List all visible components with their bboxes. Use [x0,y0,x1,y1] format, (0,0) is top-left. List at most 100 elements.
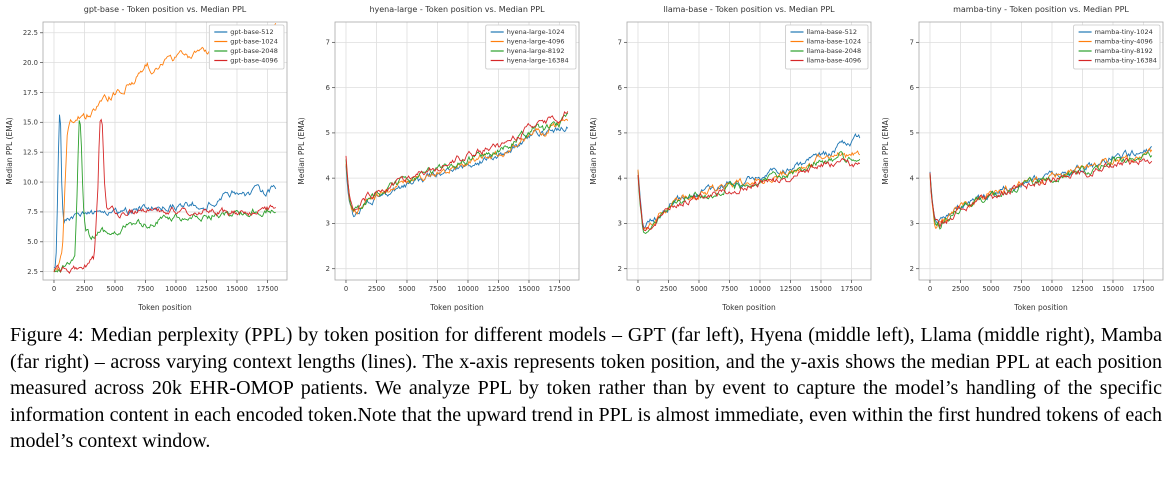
svg-text:5: 5 [618,129,622,137]
svg-text:0: 0 [636,285,640,293]
tick-labels: 0 2500 5000 7500 10000 12500 15000 17500 2.5 5.0 7… [23,29,278,293]
chart-llama-base: 0 2500 5000 7500 10000 12500 15000 17500 2 3 4 5 6 7 l… [587,2,879,314]
legend-label-hyena-large-8192: hyena-large-8192 [507,47,565,55]
svg-text:5: 5 [910,129,914,137]
svg-text:7.5: 7.5 [27,208,38,216]
svg-text:15000: 15000 [518,285,540,293]
svg-text:7: 7 [618,39,622,47]
legend-label-mamba-tiny-8192: mamba-tiny-8192 [1095,47,1153,55]
svg-text:6: 6 [910,84,914,92]
svg-text:10000: 10000 [165,285,187,293]
series-group [929,146,1153,230]
series-line-gpt-base-512 [53,114,277,269]
svg-text:5.0: 5.0 [27,238,38,246]
legend-label-hyena-large-4096: hyena-large-4096 [507,38,565,46]
svg-text:4: 4 [326,174,330,182]
svg-text:2.5: 2.5 [27,268,38,276]
series-line-hyena-large-8192 [345,112,569,212]
svg-text:0: 0 [928,285,932,293]
svg-text:6: 6 [618,84,622,92]
svg-text:2: 2 [618,265,622,273]
svg-text:7: 7 [910,39,914,47]
svg-text:12500: 12500 [196,285,218,293]
svg-text:5000: 5000 [690,285,707,293]
tick-labels: 0 2500 5000 7500 10000 12500 15000 17500 2 3 4 5 6 7 [618,39,863,293]
svg-text:15000: 15000 [1102,285,1124,293]
series-line-mamba-tiny-16384 [929,157,1153,229]
svg-text:3: 3 [618,220,622,228]
legend-label-hyena-large-1024: hyena-large-1024 [507,28,565,36]
svg-text:5000: 5000 [982,285,999,293]
svg-text:15000: 15000 [226,285,248,293]
chart-title: llama-base - Token position vs. Median P… [663,5,835,14]
svg-text:7500: 7500 [137,285,154,293]
legend-label-llama-base-4096: llama-base-4096 [807,57,862,65]
axes-spines [334,21,580,281]
svg-text:15.0: 15.0 [23,119,38,127]
chart-svg: 0 2500 5000 7500 10000 12500 15000 17500 2.5 5.0 7… [3,2,295,314]
legend-label-llama-base-2048: llama-base-2048 [807,47,862,55]
tick-labels: 0 2500 5000 7500 10000 12500 15000 17500 2 3 4 5 6 7 [326,39,571,293]
legend-label-llama-base-1024: llama-base-1024 [807,38,862,46]
svg-text:4: 4 [618,174,622,182]
x-axis-label: Token position [429,303,484,312]
svg-text:2500: 2500 [952,285,969,293]
svg-text:17.5: 17.5 [23,89,38,97]
series-group [345,110,569,218]
svg-text:2: 2 [910,265,914,273]
x-axis-label: Token position [137,303,192,312]
x-axis-label: Token position [1013,303,1068,312]
series-line-llama-base-4096 [637,157,861,232]
chart-title: hyena-large - Token position vs. Median … [369,5,545,14]
chart-svg: 0 2500 5000 7500 10000 12500 15000 17500 2 3 4 5 6 7 l… [587,2,879,314]
legend-label-gpt-base-4096: gpt-base-4096 [230,57,278,65]
legend-label-hyena-large-16384: hyena-large-16384 [507,57,569,65]
figure-panel: 0 2500 5000 7500 10000 12500 15000 17500 2.5 5.0 7… [3,2,1171,314]
grid-lines [627,22,871,280]
svg-text:5: 5 [326,129,330,137]
svg-text:10000: 10000 [1041,285,1063,293]
svg-text:2500: 2500 [660,285,677,293]
tick-labels: 0 2500 5000 7500 10000 12500 15000 17500 2 3 4 5 6 7 [910,39,1155,293]
chart-gpt-base: 0 2500 5000 7500 10000 12500 15000 17500 2.5 5.0 7… [3,2,295,314]
svg-text:12500: 12500 [488,285,510,293]
legend-label-mamba-tiny-1024: mamba-tiny-1024 [1095,28,1153,36]
series-line-gpt-base-2048 [53,120,276,273]
svg-text:2500: 2500 [76,285,93,293]
chart-mamba-tiny: 0 2500 5000 7500 10000 12500 15000 17500 2 3 4 5 6 7 m… [879,2,1171,314]
svg-text:12500: 12500 [1072,285,1094,293]
chart-hyena-large: 0 2500 5000 7500 10000 12500 15000 17500 2 3 4 5 6 7 h… [295,2,587,314]
series-line-mamba-tiny-8192 [929,152,1153,230]
svg-text:22.5: 22.5 [23,29,38,37]
series-line-hyena-large-16384 [345,110,569,211]
svg-text:12500: 12500 [780,285,802,293]
legend-label-gpt-base-1024: gpt-base-1024 [230,38,278,46]
caption-label: Figure 4: [10,324,84,346]
svg-text:2500: 2500 [368,285,385,293]
y-axis-label: Median PPL (EMA) [589,117,598,185]
svg-text:5000: 5000 [106,285,123,293]
svg-text:15000: 15000 [810,285,832,293]
svg-text:17500: 17500 [257,285,279,293]
svg-text:12.5: 12.5 [23,148,38,156]
svg-text:2: 2 [326,265,330,273]
svg-text:7500: 7500 [1013,285,1030,293]
svg-text:5000: 5000 [398,285,415,293]
legend: hyena-large-1024hyena-large-4096hyena-la… [485,24,577,70]
svg-text:4: 4 [910,174,914,182]
legend-label-gpt-base-512: gpt-base-512 [230,28,273,36]
svg-text:7: 7 [326,39,330,47]
legend-label-mamba-tiny-16384: mamba-tiny-16384 [1095,57,1157,65]
legend-label-mamba-tiny-4096: mamba-tiny-4096 [1095,38,1153,46]
grid-lines [919,22,1163,280]
axes-spines [918,21,1164,281]
svg-text:0: 0 [344,285,348,293]
x-axis-label: Token position [721,303,776,312]
caption-body: Median perplexity (PPL) by token positio… [10,324,1162,453]
svg-text:7500: 7500 [429,285,446,293]
y-axis-label: Median PPL (EMA) [881,117,890,185]
legend-label-gpt-base-2048: gpt-base-2048 [230,47,278,55]
series-line-gpt-base-4096 [53,118,277,274]
